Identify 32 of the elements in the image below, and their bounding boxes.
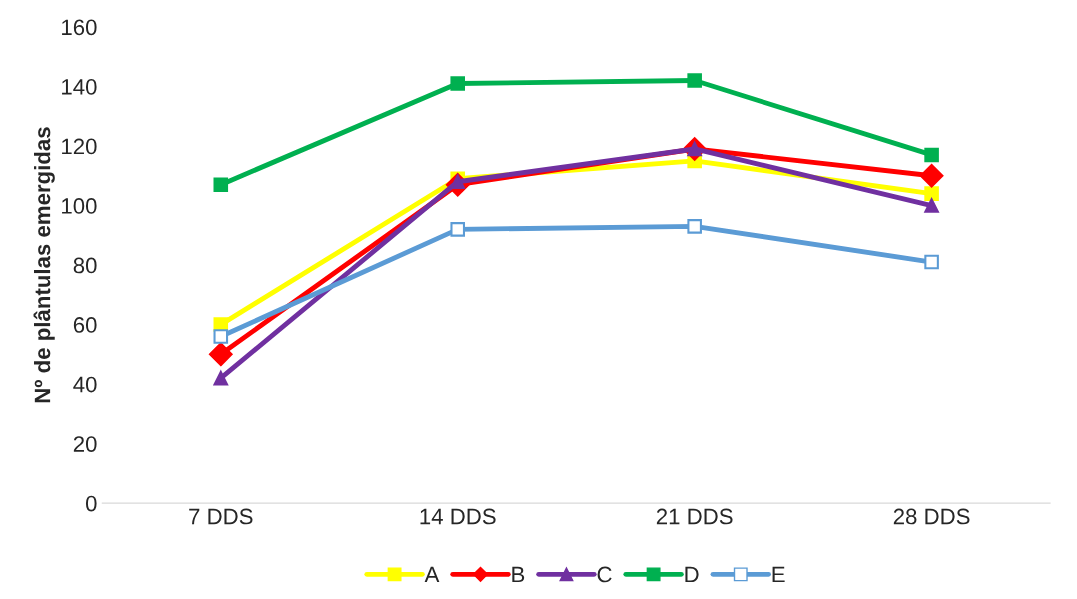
point xyxy=(213,177,229,192)
point xyxy=(924,254,939,270)
y-tick-label: 40 xyxy=(73,376,97,393)
y-tick-label: 80 xyxy=(73,257,97,274)
point xyxy=(687,219,702,234)
y-tick-label: 0 xyxy=(85,495,97,512)
legend-label: B xyxy=(512,566,525,583)
point xyxy=(450,222,466,237)
point xyxy=(450,76,466,91)
point xyxy=(213,329,229,344)
y-axis-title: Nº de plântulas emergidas xyxy=(33,127,55,403)
x-tick-label: 28 DDS xyxy=(893,508,970,525)
point xyxy=(924,186,939,201)
x-tick-label: 14 DDS xyxy=(420,508,496,525)
x-tick-label: 21 DDS xyxy=(656,508,733,525)
y-tick-label: 20 xyxy=(73,436,97,452)
point xyxy=(687,73,702,88)
point xyxy=(924,198,939,213)
point xyxy=(208,342,233,367)
point xyxy=(213,370,229,386)
y-tick-label: 140 xyxy=(62,79,97,95)
y-tick-label: 60 xyxy=(73,317,97,333)
legend-label: A xyxy=(424,566,440,583)
y-tick-label: 160 xyxy=(62,19,97,36)
point xyxy=(924,147,939,163)
point xyxy=(919,163,944,188)
legend-label: E xyxy=(772,566,785,583)
y-tick-label: 100 xyxy=(62,198,97,214)
legend-label: D xyxy=(685,566,699,583)
legend-label: C xyxy=(597,566,612,583)
y-tick-label: 120 xyxy=(62,138,97,155)
x-tick-label: 7 DDS xyxy=(189,508,253,525)
